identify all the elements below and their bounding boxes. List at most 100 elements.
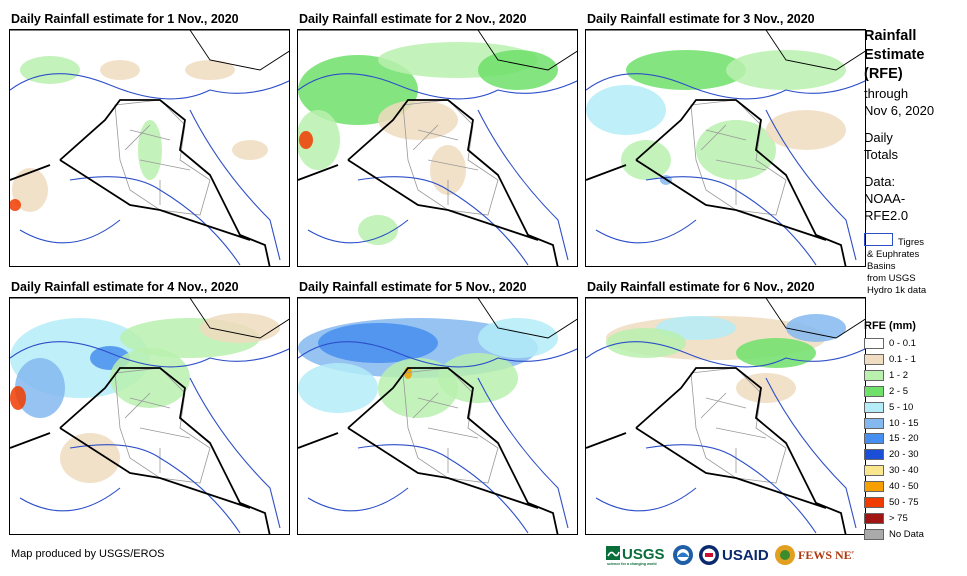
legend-label: 1 - 2 — [889, 369, 909, 381]
rainfall-area — [298, 363, 378, 413]
map-credit: Map produced by USGS/EROS — [11, 548, 165, 560]
sidebar-through-line-1: through — [864, 86, 909, 101]
panel-title-3: Daily Rainfall estimate for 3 Nov., 2020 — [587, 12, 815, 26]
map-panel-2 — [297, 29, 578, 267]
rainfall-area — [100, 60, 140, 80]
rainfall-map-5 — [298, 298, 577, 534]
rainfall-map-6 — [586, 298, 865, 534]
legend-item: 40 - 50 — [864, 481, 964, 493]
country-border — [586, 367, 847, 534]
legend-item: 5 - 10 — [864, 401, 964, 414]
rainfall-area — [696, 120, 776, 180]
outer-border — [298, 30, 577, 71]
noaa-logo — [672, 544, 694, 566]
rainfall-area — [626, 50, 746, 90]
panel-title-5: Daily Rainfall estimate for 5 Nov., 2020 — [299, 280, 527, 294]
legend-label: No Data — [889, 528, 924, 540]
rainfall-area — [138, 120, 162, 180]
legend-item: 0 - 0.1 — [864, 338, 964, 350]
legend-swatch — [864, 338, 884, 349]
country-border — [298, 367, 559, 534]
legend-item: 20 - 30 — [864, 449, 964, 461]
usaid-logo: USAID — [698, 544, 774, 566]
panel-title-6: Daily Rainfall estimate for 6 Nov., 2020 — [587, 280, 815, 294]
river-basin-lines — [586, 341, 865, 534]
legend-label: 15 - 20 — [889, 433, 919, 445]
province-boundaries — [114, 99, 211, 216]
legend-label: 40 - 50 — [889, 481, 919, 493]
legend-item: 50 - 75 — [864, 497, 964, 509]
legend-label: 50 - 75 — [889, 497, 919, 508]
country-border — [10, 99, 271, 266]
rainfall-area — [10, 386, 26, 410]
rainfall-map-1 — [10, 30, 289, 266]
panel-title-1: Daily Rainfall estimate for 1 Nov., 2020 — [11, 12, 239, 26]
legend-swatch — [864, 417, 884, 429]
rainfall-area — [726, 50, 846, 90]
rainfall-area — [299, 131, 313, 149]
legend-swatch — [864, 465, 884, 477]
outer-border — [586, 30, 865, 71]
outer-border — [10, 30, 289, 71]
province-boundaries — [402, 99, 499, 216]
legend-title: RFE (mm) — [864, 320, 916, 332]
fewsnet-logo-text: FEWS NET — [798, 548, 854, 562]
rainfall-area — [110, 348, 190, 408]
map-panel-5 — [297, 297, 578, 535]
rainfall-area — [430, 145, 466, 195]
panel-title-4: Daily Rainfall estimate for 4 Nov., 2020 — [11, 280, 239, 294]
sidebar-data-line-1: Data: — [864, 174, 896, 189]
river-basin-lines — [298, 73, 577, 266]
sidebar-data-line-2: NOAA- — [864, 191, 906, 206]
fewsnet-logo: FEWS NET — [774, 544, 860, 566]
rainfall-area — [12, 168, 48, 212]
river-basin-lines — [10, 341, 289, 534]
legend-swatch — [864, 433, 884, 445]
rainfall-area — [606, 328, 686, 358]
rainfall-area — [766, 110, 846, 150]
legend-label: 20 - 30 — [889, 449, 919, 461]
rainfall-area — [736, 338, 816, 368]
country-border — [10, 367, 271, 534]
rainfall-map-3 — [586, 30, 865, 266]
legend-label: 5 - 10 — [889, 401, 914, 413]
usgs-logo-text: USGS — [622, 546, 665, 563]
agency-logos: USGS science for a changing world USAID … — [606, 544, 860, 566]
rainfall-area — [621, 140, 671, 180]
legend-label: 10 - 15 — [889, 417, 919, 429]
legend-item: 30 - 40 — [864, 465, 964, 477]
legend-item: > 75 — [864, 512, 964, 525]
rainfall-area — [586, 85, 666, 135]
map-panel-1 — [9, 29, 290, 267]
rainfall-area — [786, 314, 846, 342]
rainfall-map-2 — [298, 30, 577, 266]
country-border — [586, 99, 847, 266]
rainfall-area — [10, 199, 21, 211]
legend-item: 10 - 15 — [864, 417, 964, 430]
rainfall-area — [15, 358, 65, 418]
rainfall-map-4 — [10, 298, 289, 534]
rainfall-area — [185, 60, 235, 80]
legend-swatch — [864, 369, 884, 381]
province-boundaries — [690, 367, 787, 484]
basin-note-line-1: Tigres — [898, 237, 925, 248]
basin-legend-swatch — [864, 233, 893, 246]
rainfall-area — [298, 110, 340, 170]
legend-label: 0 - 0.1 — [889, 338, 916, 349]
sidebar-title-line-1: Rainfall — [864, 28, 917, 44]
outer-border — [298, 298, 577, 339]
legend-item: 2 - 5 — [864, 385, 964, 398]
outer-border — [586, 298, 865, 339]
rainfall-area — [232, 140, 268, 160]
sidebar-daily-line-2: Totals — [864, 147, 898, 162]
legend-swatch — [864, 528, 884, 540]
rainfall-area — [318, 323, 438, 363]
sidebar-title-line-3: (RFE) — [864, 66, 903, 82]
usgs-tagline: science for a changing world — [607, 562, 657, 566]
province-boundaries — [690, 99, 787, 216]
legend-swatch — [864, 497, 884, 508]
legend-item: No Data — [864, 528, 964, 541]
river-basin-lines — [10, 73, 289, 266]
legend-swatch — [864, 512, 884, 524]
map-panel-6 — [585, 297, 866, 535]
